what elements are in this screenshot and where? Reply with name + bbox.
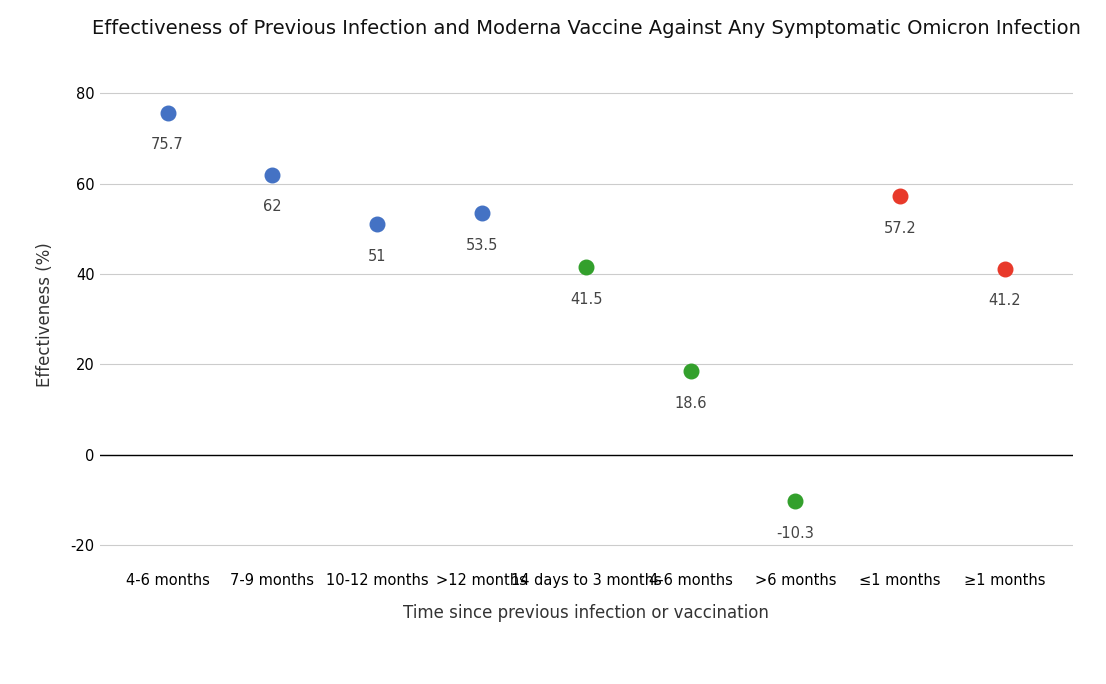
Text: -10.3: -10.3 [776, 526, 814, 541]
Y-axis label: Effectiveness (%): Effectiveness (%) [35, 242, 54, 387]
Text: 53.5: 53.5 [466, 238, 498, 253]
Point [786, 496, 804, 507]
Text: 51: 51 [367, 249, 386, 264]
Point [891, 191, 909, 202]
Point [577, 262, 595, 273]
Text: 41.5: 41.5 [570, 292, 603, 307]
Text: 75.7: 75.7 [152, 137, 184, 153]
Text: 18.6: 18.6 [675, 395, 707, 410]
Point [159, 107, 177, 118]
Point [472, 207, 490, 218]
Point [682, 365, 700, 376]
Point [368, 219, 386, 230]
Text: 62: 62 [263, 200, 282, 214]
Point [263, 169, 281, 180]
Title: Effectiveness of Previous Infection and Moderna Vaccine Against Any Symptomatic : Effectiveness of Previous Infection and … [92, 18, 1081, 38]
Text: 41.2: 41.2 [989, 293, 1021, 308]
Text: 57.2: 57.2 [884, 221, 917, 236]
X-axis label: Time since previous infection or vaccination: Time since previous infection or vaccina… [404, 604, 769, 622]
Point [995, 263, 1013, 274]
